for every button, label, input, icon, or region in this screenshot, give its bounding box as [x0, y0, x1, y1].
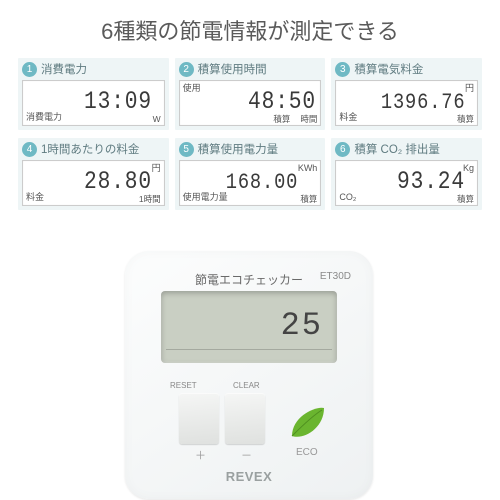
lcd-br-2: 時間 — [300, 115, 317, 124]
page-title: 6種類の節電情報が測定できる — [0, 0, 500, 58]
lcd-4: 料金 28.80 円 1時間 — [22, 160, 165, 206]
lcd-value-6: 93.24 — [397, 167, 465, 196]
lcd-unit-6: Kg — [463, 164, 474, 173]
lcd-value-1: 13:09 — [84, 87, 152, 116]
lcd-lefttop-2: 使用 — [183, 84, 201, 93]
card-6: 6 積算 CO₂ 排出量 CO₂ 93.24 Kg 積算 — [331, 138, 482, 210]
clear-label: CLEAR — [233, 381, 260, 390]
lcd-value-3: 1396.76 — [380, 90, 465, 115]
lcd-left-1: 消費電力 — [26, 113, 62, 122]
card-2: 2 積算使用時間 使用 48:50 時間 積算 — [175, 58, 326, 130]
card-num-1: 1 — [22, 62, 37, 77]
lcd-unit-5: KWh — [298, 164, 318, 173]
info-grid: 1 消費電力 消費電力 13:09 W 2 積算使用時間 使用 48:50 時間… — [0, 58, 500, 210]
lcd-unit-3: 円 — [465, 84, 474, 93]
minus-button[interactable] — [225, 393, 265, 444]
lcd-6: CO₂ 93.24 Kg 積算 — [335, 160, 478, 206]
card-num-4: 4 — [22, 142, 37, 157]
plus-symbol: ＋ — [195, 447, 206, 463]
lcd-2: 使用 48:50 時間 積算 — [179, 80, 322, 126]
reset-label: RESET — [170, 381, 197, 390]
minus-symbol: － — [241, 447, 252, 463]
card-title-2: 積算使用時間 — [198, 61, 267, 77]
card-title-5: 積算使用電力量 — [198, 141, 279, 157]
lcd-br-6: 積算 — [457, 195, 474, 204]
card-num-6: 6 — [335, 142, 350, 157]
card-title-6: 積算 CO₂ 排出量 — [354, 141, 440, 157]
card-5: 5 積算使用電力量 使用電力量 168.00 KWh 積算 — [175, 138, 326, 210]
device-lcd: 25 — [161, 291, 337, 363]
device-model: ET30D — [320, 271, 351, 282]
card-4: 4 1時間あたりの料金 料金 28.80 円 1時間 — [18, 138, 169, 210]
lcd-left-5: 使用電力量 — [183, 193, 228, 202]
card-3: 3 積算電気料金 料金 1396.76 円 積算 — [331, 58, 482, 130]
card-title-1: 消費電力 — [41, 61, 87, 77]
device-lcd-value: 25 — [281, 307, 323, 344]
eco-leaf-icon[interactable] — [286, 402, 326, 442]
lcd-left-6: CO₂ — [339, 193, 356, 202]
lcd-br-4: 1時間 — [139, 195, 161, 204]
lcd-unit-4: 円 — [152, 164, 161, 173]
lcd-5: 使用電力量 168.00 KWh 積算 — [179, 160, 322, 206]
eco-label: ECO — [296, 447, 318, 458]
lcd-3: 料金 1396.76 円 積算 — [335, 80, 478, 126]
lcd-br-3: 積算 — [457, 115, 474, 124]
card-title-4: 1時間あたりの料金 — [41, 141, 139, 157]
card-num-2: 2 — [179, 62, 194, 77]
lcd-left-4: 料金 — [26, 193, 44, 202]
device-body: 節電エコチェッカー ET30D 25 RESET CLEAR ＋ － ECO R… — [125, 251, 373, 499]
card-title-3: 積算電気料金 — [354, 61, 423, 77]
lcd-value-2: 48:50 — [248, 87, 316, 116]
card-1: 1 消費電力 消費電力 13:09 W — [18, 58, 169, 130]
lcd-br2-2: 積算 — [273, 115, 290, 124]
brand-label: REVEX — [125, 469, 373, 484]
card-num-5: 5 — [179, 142, 194, 157]
lcd-value-4: 28.80 — [84, 167, 152, 196]
plus-button[interactable] — [179, 393, 219, 444]
lcd-br-1: W — [153, 115, 161, 124]
lcd-1: 消費電力 13:09 W — [22, 80, 165, 126]
lcd-value-5: 168.00 — [226, 170, 298, 195]
lcd-br-5: 積算 — [300, 195, 317, 204]
lcd-left-3: 料金 — [339, 113, 357, 122]
card-num-3: 3 — [335, 62, 350, 77]
